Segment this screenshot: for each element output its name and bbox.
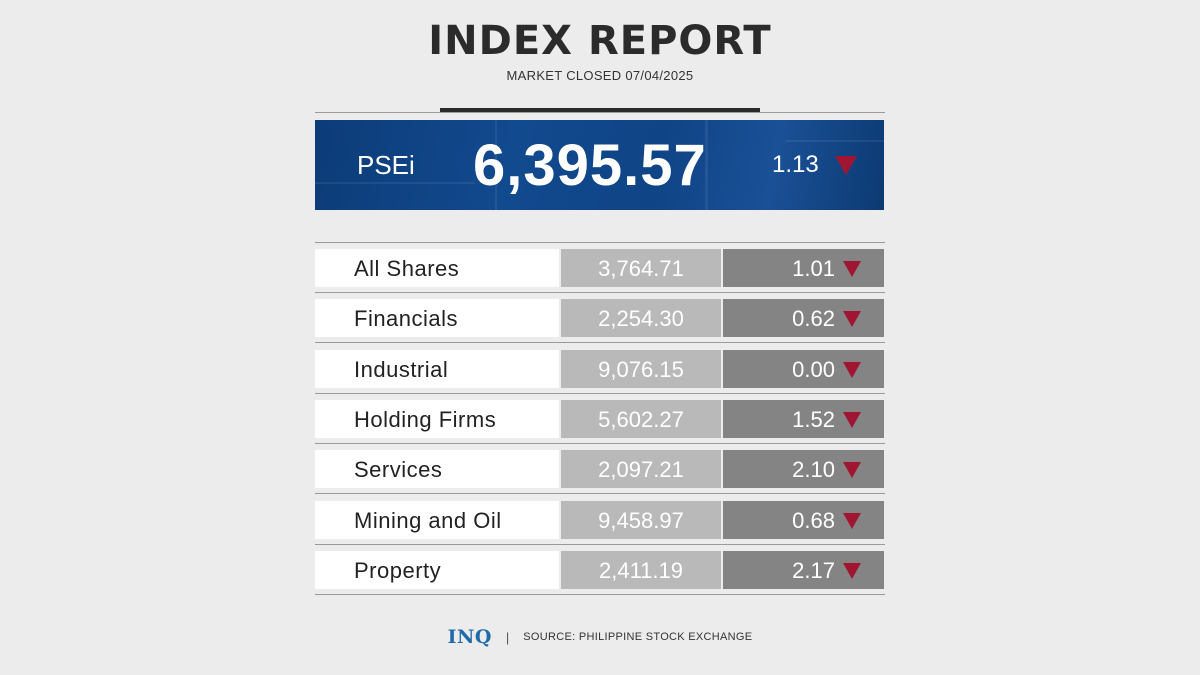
index-name-cell: All Shares (315, 249, 559, 287)
index-value-cell: 5,602.27 (561, 400, 721, 438)
table-row: Industrial 9,076.15 0.00 (315, 350, 884, 388)
banner-texture (495, 120, 497, 210)
title-underline (440, 108, 760, 112)
index-change-cell: 0.68 (723, 501, 884, 539)
row-divider (315, 544, 885, 545)
index-name: Industrial (354, 357, 449, 382)
table-row: Holding Firms 5,602.27 1.52 (315, 400, 884, 438)
index-name-cell: Industrial (315, 350, 559, 388)
index-value: 9,076.15 (598, 357, 684, 382)
index-change: 0.68 (792, 508, 835, 533)
table-row: Mining and Oil 9,458.97 0.68 (315, 501, 884, 539)
index-name: Holding Firms (354, 407, 497, 432)
index-change-cell: 0.00 (723, 350, 884, 388)
down-arrow-icon (843, 362, 861, 378)
footer: INQ | SOURCE: PHILIPPINE STOCK EXCHANGE (0, 626, 1200, 648)
table-row: Services 2,097.21 2.10 (315, 450, 884, 488)
banner-texture (785, 140, 884, 142)
index-change: 2.17 (792, 558, 835, 583)
page-title: INDEX REPORT (428, 18, 772, 64)
footer-separator: | (505, 629, 510, 645)
index-name: All Shares (354, 256, 460, 281)
index-change-cell: 2.17 (723, 551, 884, 589)
index-change: 2.10 (792, 457, 835, 482)
index-value-cell: 2,097.21 (561, 450, 721, 488)
index-value-cell: 2,254.30 (561, 299, 721, 337)
inq-logo: INQ (447, 626, 492, 648)
table-row: All Shares 3,764.71 1.01 (315, 249, 884, 287)
index-name-cell: Services (315, 450, 559, 488)
index-name: Services (354, 457, 443, 482)
row-divider (315, 292, 885, 293)
table-row: Property 2,411.19 2.17 (315, 551, 884, 589)
psei-change: 1.13 (772, 151, 819, 178)
index-change-cell: 1.52 (723, 400, 884, 438)
psei-label: PSEi (357, 150, 415, 180)
index-value: 2,254.30 (598, 306, 684, 331)
row-divider (315, 443, 885, 444)
banner-texture (705, 120, 708, 210)
index-value: 2,411.19 (598, 558, 683, 583)
down-arrow-icon (843, 462, 861, 478)
divider (315, 242, 885, 243)
row-divider (315, 594, 885, 595)
index-value: 9,458.97 (598, 508, 684, 533)
source-credit: SOURCE: PHILIPPINE STOCK EXCHANGE (523, 631, 753, 643)
market-status: MARKET CLOSED 07/04/2025 (506, 68, 694, 83)
index-value: 2,097.21 (598, 457, 684, 482)
down-arrow-icon (835, 156, 857, 175)
index-name: Financials (354, 306, 459, 331)
index-value-cell: 3,764.71 (561, 249, 721, 287)
index-change-cell: 1.01 (723, 249, 884, 287)
index-name-cell: Mining and Oil (315, 501, 559, 539)
index-change: 0.00 (792, 357, 835, 382)
index-value: 5,602.27 (598, 407, 684, 432)
row-divider (315, 393, 885, 394)
index-change: 0.62 (792, 306, 835, 331)
down-arrow-icon (843, 563, 861, 579)
index-name-cell: Financials (315, 299, 559, 337)
psei-value: 6,395.57 (473, 133, 707, 198)
index-value: 3,764.71 (598, 256, 684, 281)
index-value-cell: 2,411.19 (561, 551, 721, 589)
row-divider (315, 493, 885, 494)
index-name: Property (354, 558, 442, 583)
index-name: Mining and Oil (354, 508, 502, 533)
psei-banner: PSEi 6,395.57 1.13 (315, 120, 884, 210)
down-arrow-icon (843, 311, 861, 327)
index-name-cell: Holding Firms (315, 400, 559, 438)
index-value-cell: 9,076.15 (561, 350, 721, 388)
divider (315, 112, 885, 113)
down-arrow-icon (843, 513, 861, 529)
index-change: 1.01 (792, 256, 835, 281)
index-value-cell: 9,458.97 (561, 501, 721, 539)
index-name-cell: Property (315, 551, 559, 589)
down-arrow-icon (843, 412, 861, 428)
row-divider (315, 342, 885, 343)
index-change-cell: 2.10 (723, 450, 884, 488)
table-row: Financials 2,254.30 0.62 (315, 299, 884, 337)
index-change: 1.52 (792, 407, 835, 432)
index-change-cell: 0.62 (723, 299, 884, 337)
down-arrow-icon (843, 261, 861, 277)
banner-texture (315, 182, 475, 184)
